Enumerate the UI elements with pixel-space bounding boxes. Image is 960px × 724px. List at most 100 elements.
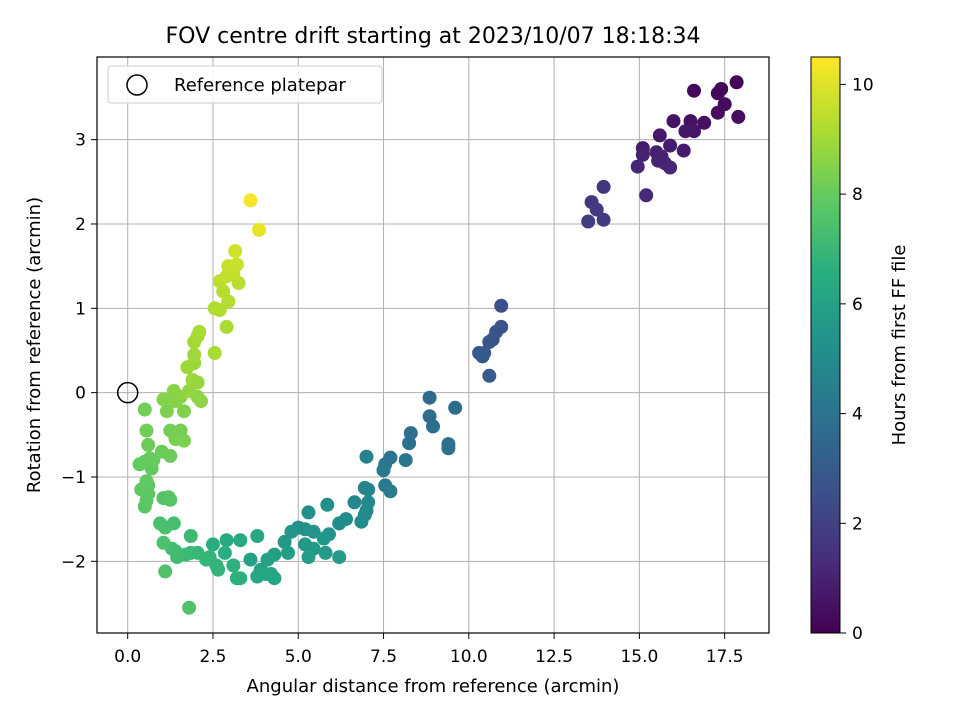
data-point	[141, 437, 156, 452]
y-axis-ticks: −2 −1 0 1 2 3	[61, 131, 97, 572]
x-axis-label: Angular distance from reference (arcmin)	[247, 676, 620, 697]
data-point	[250, 529, 265, 543]
data-point	[243, 552, 258, 567]
data-point	[226, 558, 241, 573]
data-point	[482, 335, 497, 349]
data-point	[217, 545, 232, 560]
data-point	[229, 257, 244, 272]
y-tick-label: 2	[75, 215, 86, 235]
colorbar-tick-label: 0	[852, 624, 863, 644]
data-point	[156, 392, 171, 407]
data-points	[132, 75, 746, 615]
colorbar: 0 2 4 6 8 10 Hours from first FF file	[810, 56, 910, 644]
colorbar-tick-label: 8	[852, 185, 863, 205]
data-point	[710, 105, 725, 120]
data-point	[301, 550, 316, 565]
data-point	[163, 448, 178, 463]
data-point	[146, 453, 161, 468]
y-tick-label: −1	[61, 468, 86, 488]
data-point	[182, 384, 197, 398]
x-tick-label: 5.0	[285, 647, 312, 667]
x-tick-label: 12.5	[535, 647, 573, 667]
legend: Reference platepar	[107, 65, 383, 104]
data-point	[666, 114, 681, 129]
data-point	[731, 109, 746, 124]
data-point	[182, 600, 197, 615]
data-point	[250, 569, 265, 584]
data-point	[161, 490, 176, 505]
data-point	[332, 550, 347, 565]
data-point	[306, 524, 321, 539]
x-tick-label: 7.5	[370, 647, 397, 667]
data-point	[277, 534, 292, 549]
data-point	[139, 474, 154, 489]
data-point	[710, 86, 725, 101]
colorbar-label: Hours from first FF file	[889, 245, 910, 446]
data-point	[359, 449, 374, 464]
y-tick-label: 3	[75, 131, 86, 151]
colorbar-tick-label: 6	[852, 295, 863, 315]
data-point	[482, 368, 497, 383]
data-point	[233, 533, 248, 548]
x-axis-ticks: 0.0 2.5 5.0 7.5 10.0 12.5 15.0 17.5	[114, 633, 744, 667]
data-point	[494, 298, 509, 313]
data-point	[729, 75, 744, 90]
data-point	[630, 159, 645, 174]
legend-entry-reference: Reference platepar	[174, 75, 346, 96]
data-point	[383, 484, 398, 499]
colorbar-tick-label: 4	[852, 405, 863, 425]
data-point	[219, 319, 234, 334]
data-point	[678, 124, 693, 139]
y-axis-label: Rotation from reference (arcmin)	[24, 197, 45, 493]
reference-marker-layer	[116, 381, 139, 404]
data-point	[318, 545, 333, 560]
data-point	[398, 453, 413, 468]
data-point	[589, 202, 604, 217]
x-tick-label: 17.5	[706, 647, 744, 667]
colorbar-ticks: 0 2 4 6 8 10	[840, 75, 874, 644]
data-point	[187, 347, 202, 362]
data-point	[316, 531, 331, 546]
x-tick-label: 2.5	[199, 647, 226, 667]
legend-box	[107, 65, 383, 104]
data-point	[252, 222, 266, 237]
data-point	[183, 529, 198, 543]
data-point	[639, 188, 654, 203]
data-point	[426, 419, 440, 434]
data-point	[448, 400, 463, 415]
data-point	[361, 482, 376, 497]
data-point	[676, 143, 691, 158]
data-point	[354, 514, 369, 529]
data-point	[177, 433, 191, 448]
data-point	[663, 138, 678, 153]
data-point	[211, 562, 226, 577]
data-point	[158, 564, 173, 579]
data-point	[581, 214, 596, 229]
data-point	[687, 83, 701, 98]
data-point	[596, 212, 611, 227]
colorbar-tick-label: 2	[852, 514, 863, 534]
data-point	[441, 441, 456, 456]
x-tick-label: 0.0	[114, 647, 141, 667]
data-point	[284, 524, 299, 539]
data-point	[185, 373, 200, 387]
data-point	[376, 463, 391, 478]
colorbar-tick-label: 10	[852, 75, 874, 95]
data-point	[243, 193, 258, 208]
chart-title: FOV centre drift starting at 2023/10/07 …	[166, 24, 701, 49]
data-point	[260, 552, 275, 567]
data-point	[228, 244, 243, 258]
data-point	[206, 537, 220, 552]
data-point	[207, 346, 222, 360]
data-point	[153, 516, 168, 531]
legend-reference-marker-icon	[126, 74, 148, 96]
x-tick-label: 15.0	[620, 647, 658, 667]
data-point	[652, 128, 667, 143]
data-point	[635, 147, 650, 162]
data-point	[192, 324, 207, 339]
data-point	[422, 390, 437, 405]
data-point	[219, 533, 234, 548]
data-point	[475, 349, 490, 364]
data-point	[233, 571, 248, 586]
